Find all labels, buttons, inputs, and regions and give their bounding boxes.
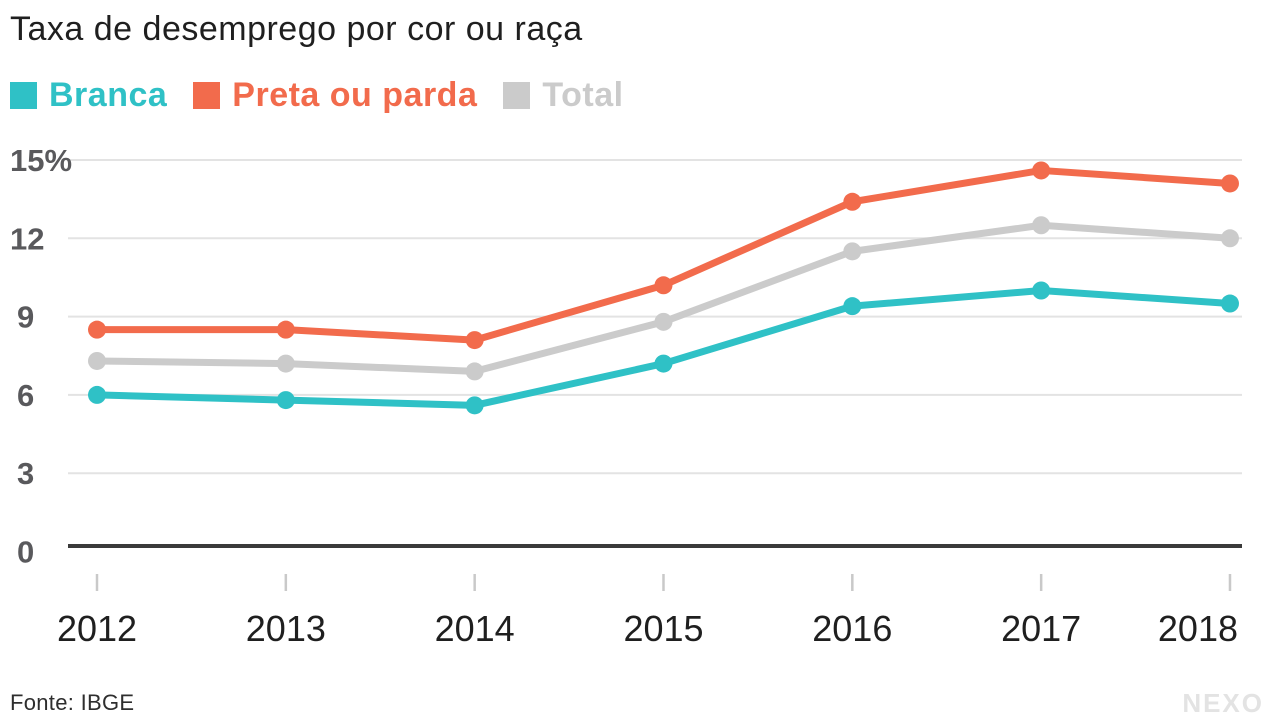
series-preta-ou-parda — [88, 161, 1239, 350]
legend-swatch-preta-ou-parda — [193, 81, 221, 109]
legend: Branca Preta ou parda Total — [10, 78, 624, 112]
data-point — [276, 391, 295, 410]
x-tick-label: 2013 — [246, 608, 326, 649]
legend-item-branca: Branca — [10, 78, 167, 112]
data-point — [88, 320, 106, 339]
data-point — [276, 320, 295, 339]
legend-swatch-branca — [10, 81, 37, 109]
y-tick-label: 12 — [10, 221, 44, 256]
legend-item-total: Total — [503, 78, 623, 112]
legend-label: Preta ou parda — [232, 76, 478, 114]
legend-swatch-total — [503, 81, 531, 109]
data-point — [276, 354, 295, 373]
brand-logo: NEXO — [1182, 688, 1264, 718]
y-tick-label: 0 — [17, 535, 34, 570]
data-point — [465, 331, 484, 350]
y-tick-label: 6 — [17, 378, 34, 413]
source-label: Fonte: IBGE — [10, 690, 135, 715]
data-point — [88, 385, 106, 404]
series-line — [93, 287, 1234, 409]
data-point — [1032, 281, 1051, 300]
data-point — [654, 276, 673, 295]
legend-label: Branca — [49, 76, 168, 114]
data-point — [1032, 216, 1051, 235]
series-branca — [88, 281, 1239, 415]
data-point — [465, 362, 484, 381]
data-point — [88, 351, 106, 370]
x-tick-label: 2014 — [435, 608, 515, 649]
data-point — [1032, 161, 1051, 180]
x-tick-label: 2015 — [623, 608, 703, 649]
x-tick-label: 2016 — [812, 608, 892, 649]
gridlines — [68, 159, 1242, 475]
x-tick-label: 2012 — [57, 608, 137, 649]
legend-label: Total — [542, 76, 624, 114]
data-point — [465, 396, 484, 415]
data-point — [843, 192, 862, 211]
series-total — [88, 216, 1239, 381]
y-axis-labels: 0 3 6 9 12 15% — [10, 143, 72, 570]
x-tick-label: 2017 — [1001, 608, 1081, 649]
series-line — [93, 221, 1234, 375]
data-point — [1220, 229, 1239, 248]
chart-title: Taxa de desemprego por cor ou raça — [10, 10, 583, 48]
data-point — [654, 312, 673, 331]
data-point — [1220, 174, 1239, 193]
x-axis-labels: 2012 2013 2014 2015 2016 2017 2018 — [57, 574, 1238, 649]
y-tick-label: 9 — [17, 300, 34, 335]
x-tick-label: 2018 — [1158, 608, 1238, 649]
data-point — [1220, 294, 1239, 313]
y-tick-label: 15% — [10, 143, 72, 178]
data-point — [843, 297, 862, 316]
y-tick-label: 3 — [17, 456, 34, 491]
data-point — [843, 242, 862, 261]
legend-item-preta-ou-parda: Preta ou parda — [193, 78, 477, 112]
data-point — [654, 354, 673, 373]
